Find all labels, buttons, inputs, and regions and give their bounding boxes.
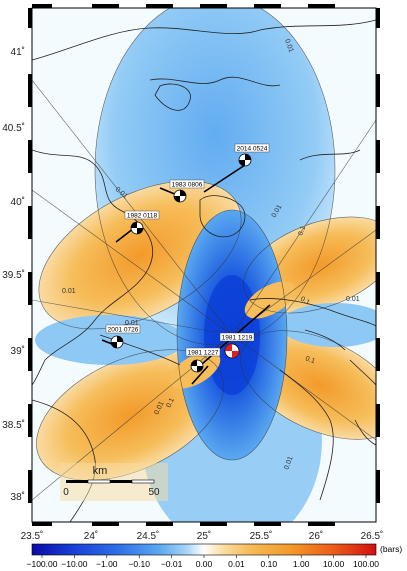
event-label: 1981 1227 (188, 350, 219, 357)
coastline (32, 19, 376, 522)
lon-tick: 25.5˚ (250, 530, 273, 542)
map-border (28, 4, 380, 526)
event-1981-1219-source: 1981 1219 (219, 332, 255, 359)
lon-tick: 26˚ (309, 530, 323, 542)
event-1981-1227: 1981 1227 (185, 347, 221, 373)
lat-tick: 40.5˚ (2, 122, 25, 134)
colorbar-tick-label: 0.10 (261, 559, 278, 569)
contour-label: 0.1 (299, 296, 311, 307)
lat-tick-labels: 41˚ 40.5˚ 40˚ 39.5˚ 39˚ 38.5˚ 38˚ (2, 46, 25, 503)
contour-label: 0.1 (165, 397, 176, 409)
event-2001-0726: 2001 0726 (105, 324, 141, 349)
contour-label: 0.1 (304, 355, 316, 365)
event-label: 1983 0806 (172, 182, 203, 189)
contour-label: 0.01 (62, 288, 76, 295)
lon-tick: 24˚ (84, 530, 98, 542)
lat-tick: 38˚ (11, 491, 25, 503)
event-label: 1982 0118 (127, 213, 158, 220)
contour-label: 0.01 (346, 296, 360, 303)
lon-tick: 24.5˚ (137, 530, 160, 542)
colorbar-tick-label: 0.00 (196, 559, 213, 569)
colorbar-tick-label: 100.00 (353, 559, 379, 569)
colorbar-tick-label: −100.00 (27, 559, 58, 569)
colorbar-tick-label: 0.01 (228, 559, 245, 569)
event-label: 2014 0524 (237, 146, 268, 153)
lon-tick: 26.5˚ (361, 530, 384, 542)
lat-tick: 39.5˚ (2, 269, 25, 281)
lat-tick: 39˚ (11, 345, 25, 357)
lon-tick: 23.5˚ (21, 530, 44, 542)
lat-tick: 40˚ (11, 196, 25, 208)
colorbar-tick-label: −0.10 (128, 559, 150, 569)
event-1982-0118: 1982 0118 (124, 210, 160, 235)
lon-tick-labels: 23.5˚ 24˚ 24.5˚ 25˚ 25.5˚ 26˚ 26.5˚ (21, 530, 384, 542)
colorbar: (bars) −100.00 −10.00 −1.00 −0.10 −0.01 0.00 0… (27, 543, 402, 569)
stress-field (32, 8, 376, 522)
lat-tick: 41˚ (11, 46, 25, 58)
colorbar-tick-label: 1.00 (293, 559, 310, 569)
contour-label: 0.01 (283, 455, 294, 470)
colorbar-tick-label: 10.00 (323, 559, 345, 569)
scale-bar-start: 0 (63, 487, 69, 498)
scale-bar: km 0 50 (60, 463, 168, 501)
colorbar-tick-label: −10.00 (61, 559, 88, 569)
colorbar-tick-label: −0.01 (161, 559, 183, 569)
scale-bar-unit: km (93, 465, 108, 477)
colorbar-ramp (31, 543, 377, 556)
event-1983-0806: 1983 0806 (169, 179, 205, 203)
colorbar-tick-label: −1.00 (96, 559, 118, 569)
contour-label: 0.1 (297, 225, 307, 237)
colorbar-unit: (bars) (380, 544, 402, 554)
event-label: 1981 1219 (222, 335, 253, 342)
event-label: 2001 0726 (108, 327, 139, 334)
scale-bar-end: 50 (148, 487, 160, 498)
contour-label: 0.01 (125, 320, 139, 327)
lat-tick: 38.5˚ (2, 419, 25, 431)
event-2014-0524: 2014 0524 (234, 143, 270, 167)
contour-label: 0.01 (283, 38, 294, 53)
lon-tick: 25˚ (197, 530, 211, 542)
